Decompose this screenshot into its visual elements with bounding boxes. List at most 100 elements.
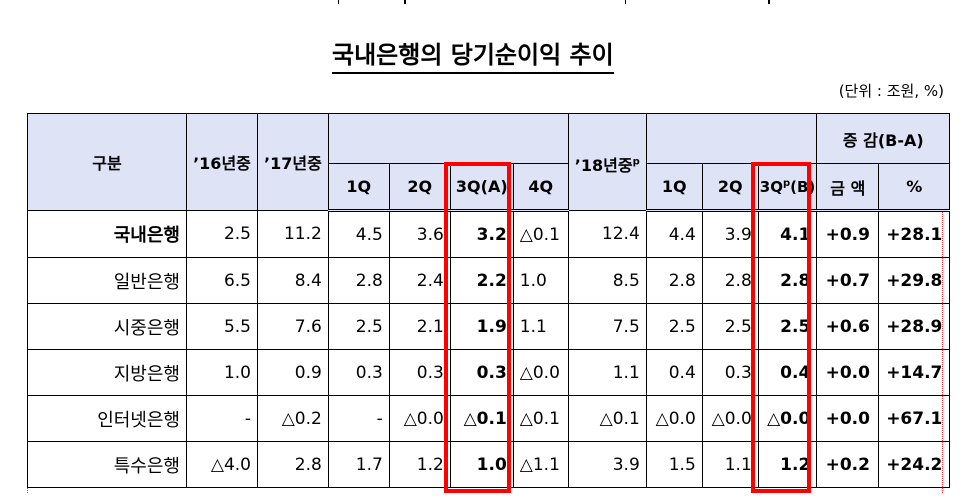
header-2018-q2: 2Q <box>701 163 759 212</box>
cell-q2-17: 2.4 <box>388 257 451 304</box>
cell-q2-18: 2.8 <box>701 257 759 304</box>
net-income-table: 구분 ’16년중 ’17년중 ’18년중p 증 감(B-A) 1Q 2Q 3Q(… <box>27 113 951 488</box>
row-label: 인터넷은행 <box>27 395 187 442</box>
cell-q2-17: 2.1 <box>388 303 451 350</box>
cell-chg-amt: +0.9 <box>816 210 880 258</box>
cell-q4-17: △0.1 <box>512 210 569 258</box>
header-2018-q1: 1Q <box>645 163 703 212</box>
page-edge-mark <box>338 0 339 4</box>
cell-q2-18: 0.3 <box>701 349 759 396</box>
cell-q3-17: 3.2 <box>449 210 514 258</box>
header-category: 구분 <box>27 113 187 211</box>
cell-chg-amt: +0.7 <box>816 257 880 304</box>
page-edge-mark <box>625 0 626 4</box>
cell-q3-17: 1.0 <box>449 441 514 488</box>
cell-y2016: △4.0 <box>186 441 258 488</box>
table-row: 지방은행 1.0 0.9 0.3 0.3 0.3 △0.0 1.1 0.4 0.3 0.4 +0.0 +… <box>27 349 951 396</box>
table-row: 일반은행 6.5 8.4 2.8 2.4 2.2 1.0 8.5 2.8 2.8 2.8 +0.7 +2… <box>27 257 951 304</box>
cell-chg-pct: +24.2 <box>878 441 951 488</box>
row-label: 특수은행 <box>27 441 187 488</box>
cell-q3-17: 0.3 <box>449 349 514 396</box>
cell-q4-17: △0.1 <box>512 395 569 442</box>
unit-note: (단위 : 조원, %) <box>838 82 944 100</box>
cell-q4-17: 1.0 <box>512 257 569 304</box>
cell-chg-amt: +0.2 <box>816 441 880 488</box>
cell-q2-18: 2.5 <box>701 303 759 350</box>
header-2017-quarters-group <box>327 113 569 164</box>
cell-chg-amt: +0.0 <box>816 349 880 396</box>
header-change-amount: 금 액 <box>816 163 880 212</box>
cell-q3-17: 2.2 <box>449 257 514 304</box>
header-2018: ’18년중p <box>567 113 647 211</box>
cell-y2016: 5.5 <box>186 303 258 350</box>
cell-chg-amt: +0.0 <box>816 395 880 442</box>
header-2017-q3: 3Q(A) <box>449 163 514 212</box>
cell-q1-18: 2.8 <box>645 257 703 304</box>
cell-q3-18: 2.5 <box>757 303 818 350</box>
cell-y2017: 11.2 <box>257 210 329 258</box>
cell-chg-pct: +28.9 <box>878 303 951 350</box>
cell-q1-17: 2.8 <box>327 257 390 304</box>
cell-y2018: 3.9 <box>567 441 647 488</box>
cell-y2018: △0.1 <box>567 395 647 442</box>
cell-y2016: 1.0 <box>186 349 258 396</box>
header-change-group: 증 감(B-A) <box>816 113 951 164</box>
cell-q2-17: 0.3 <box>388 349 451 396</box>
cell-y2018: 1.1 <box>567 349 647 396</box>
table-row: 특수은행 △4.0 2.8 1.7 1.2 1.0 △1.1 3.9 1.5 1.1 1.2 +0.2… <box>27 441 951 488</box>
cell-y2017: 0.9 <box>257 349 329 396</box>
cell-q1-17: - <box>327 395 390 442</box>
cell-q3-18: △0.0 <box>757 395 818 442</box>
cell-y2017: 2.8 <box>257 441 329 488</box>
cell-q2-18: △0.0 <box>701 395 759 442</box>
cell-q3-18: 1.2 <box>757 441 818 488</box>
cell-q3-18: 4.1 <box>757 210 818 258</box>
cell-q3-17: △0.1 <box>449 395 514 442</box>
cell-q1-18: △0.0 <box>645 395 703 442</box>
cell-q4-17: △0.0 <box>512 349 569 396</box>
cell-chg-amt: +0.6 <box>816 303 880 350</box>
cell-q2-18: 1.1 <box>701 441 759 488</box>
header-2017-q4: 4Q <box>512 163 569 212</box>
cell-q1-18: 2.5 <box>645 303 703 350</box>
cell-chg-pct: +67.1 <box>878 395 951 442</box>
row-label: 국내은행 <box>27 210 187 258</box>
cell-q1-17: 2.5 <box>327 303 390 350</box>
page-edge-mark <box>768 0 770 4</box>
cell-chg-pct: +29.8 <box>878 257 951 304</box>
row-label: 지방은행 <box>27 349 187 396</box>
cell-q1-17: 1.7 <box>327 441 390 488</box>
table-row: 시중은행 5.5 7.6 2.5 2.1 1.9 1.1 7.5 2.5 2.5 2.5 +0.6 +2… <box>27 303 951 350</box>
cell-q1-18: 4.4 <box>645 210 703 258</box>
cell-y2017: 8.4 <box>257 257 329 304</box>
cell-y2016: - <box>186 395 258 442</box>
cell-y2018: 12.4 <box>567 210 647 258</box>
cell-q2-17: 1.2 <box>388 441 451 488</box>
header-2017: ’17년중 <box>257 113 329 211</box>
cell-q1-18: 0.4 <box>645 349 703 396</box>
row-label: 시중은행 <box>27 303 187 350</box>
header-change-pct: % <box>878 163 951 212</box>
cell-q2-17: 3.6 <box>388 210 451 258</box>
cell-q4-17: △1.1 <box>512 441 569 488</box>
cell-q2-17: △0.0 <box>388 395 451 442</box>
row-label: 일반은행 <box>27 257 187 304</box>
cell-y2016: 2.5 <box>186 210 258 258</box>
header-2018-quarters-group <box>645 113 818 164</box>
cell-q1-18: 1.5 <box>645 441 703 488</box>
cell-q3-17: 1.9 <box>449 303 514 350</box>
cell-q1-17: 0.3 <box>327 349 390 396</box>
header-2016: ’16년중 <box>186 113 258 211</box>
cell-y2017: △0.2 <box>257 395 329 442</box>
header-2017-q2: 2Q <box>388 163 451 212</box>
cell-q2-18: 3.9 <box>701 210 759 258</box>
cell-y2018: 8.5 <box>567 257 647 304</box>
cell-q3-18: 2.8 <box>757 257 818 304</box>
cell-q4-17: 1.1 <box>512 303 569 350</box>
cell-q3-18: 0.4 <box>757 349 818 396</box>
cell-y2017: 7.6 <box>257 303 329 350</box>
table-row: 인터넷은행 - △0.2- △0.0 △0.1 △0.1 △0.1 △0.0 △0.0 △0.0 +… <box>27 395 951 442</box>
table-row: 국내은행 2.5 11.2 4.5 3.6 3.2 △0.1 12.4 4.4 3.9 4.1 +0.… <box>27 210 951 258</box>
page-edge-mark <box>404 0 406 4</box>
cell-y2016: 6.5 <box>186 257 258 304</box>
